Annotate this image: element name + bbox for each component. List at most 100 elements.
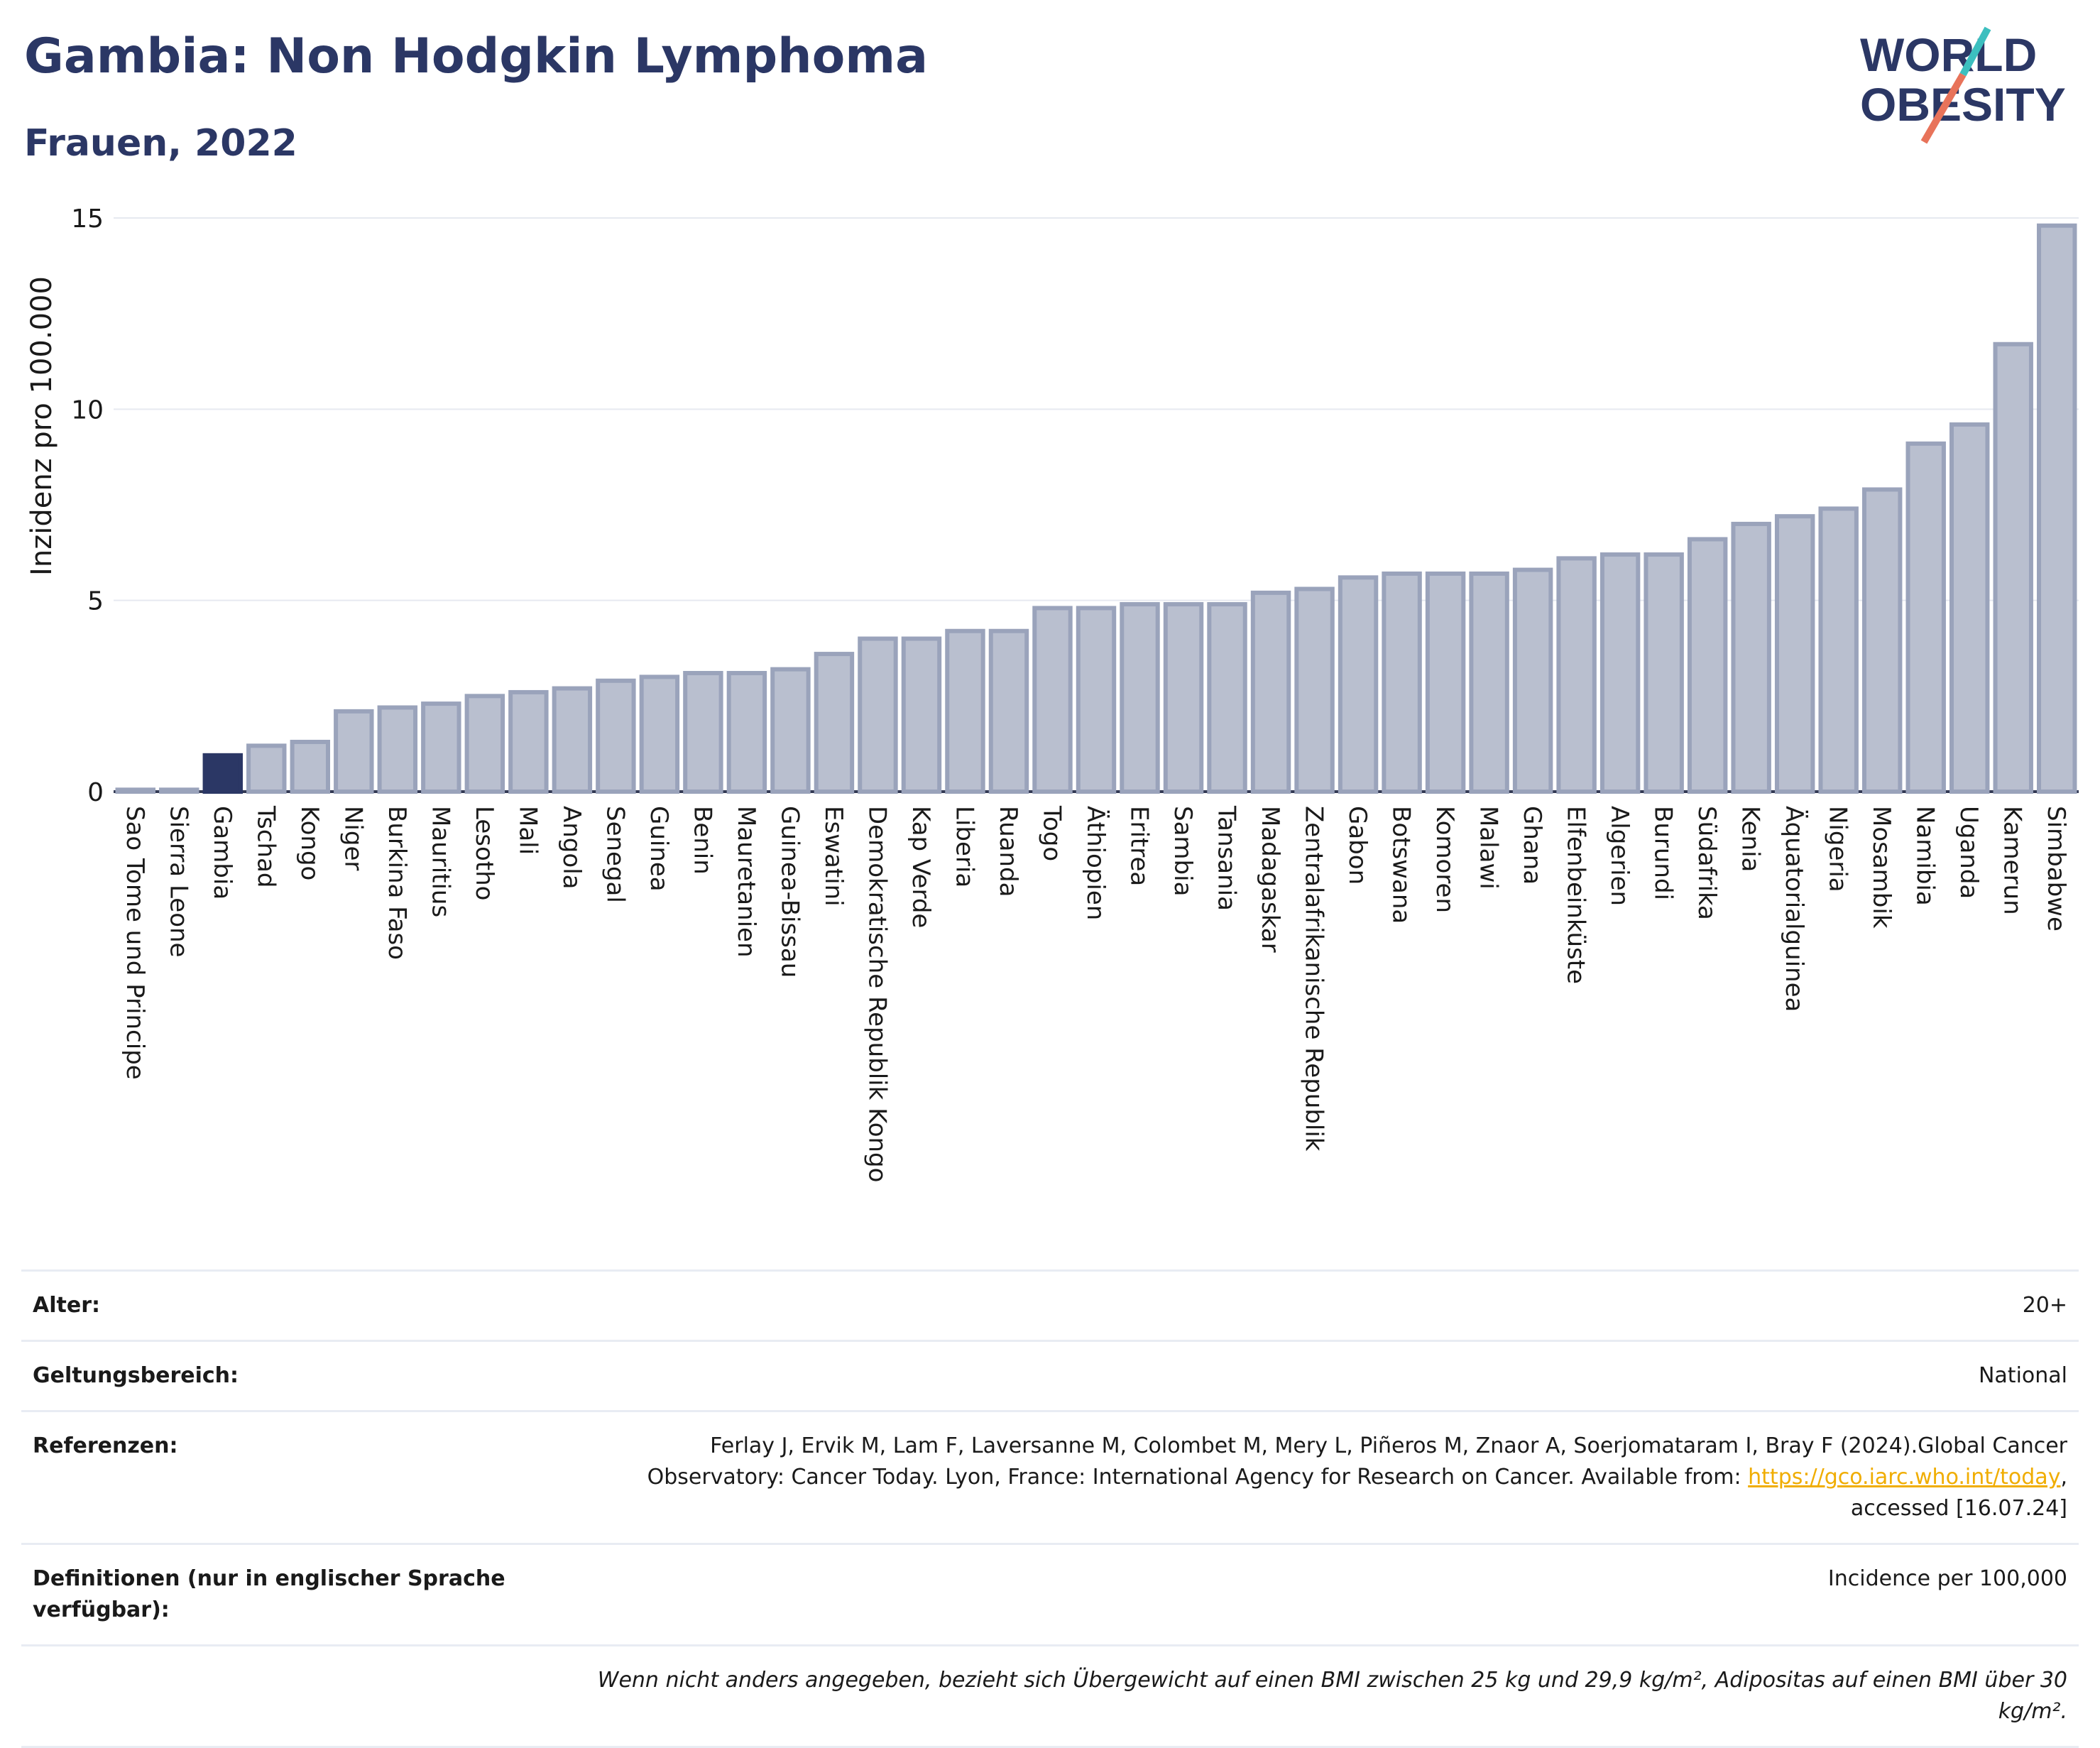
bar-mali (508, 689, 549, 794)
bar-togo (1032, 606, 1073, 794)
bar-nigeria (1818, 506, 1859, 794)
y-axis-label: Inzidenz pro 100.000 (26, 276, 58, 576)
x-tick-label: Mali (513, 806, 542, 855)
x-tick-label: Gabon (1343, 806, 1372, 885)
bar-ghana (1512, 567, 1553, 794)
bar-burundi (1644, 552, 1684, 794)
x-tick-label: Senegal (601, 806, 629, 903)
x-tick-label: Südafrika (1692, 806, 1721, 920)
y-tick-label: 15 (71, 204, 104, 234)
refs-after: , accessed [16.07.24] (1850, 1465, 2067, 1521)
meta-row-note: Wenn nicht anders angegeben, bezieht sic… (21, 1644, 2079, 1748)
x-tick-label: Malawi (1475, 806, 1503, 890)
bars (115, 223, 2077, 794)
logo-line2: OBESITY (1860, 78, 2066, 131)
meta-row-definitions: Definitionen (nur in englischer Sprache … (21, 1543, 2079, 1644)
chart-subtitle: Frauen, 2022 (24, 122, 297, 165)
x-tick-label: Mauretanien (732, 806, 760, 958)
x-tick-label: Ghana (1518, 806, 1546, 885)
logo-line1: WORLD (1860, 28, 2037, 81)
x-tick-label: Burkina Faso (383, 806, 411, 960)
x-tick-label: Guinea-Bissau (775, 806, 804, 978)
bar-kap-verde (901, 636, 942, 794)
y-tick-labels: 0 5 10 15 (71, 204, 104, 807)
x-tick-label: Kap Verde (907, 806, 935, 928)
bar-niger (334, 709, 374, 794)
world-obesity-logo: WORLD OBESITY (1860, 26, 2066, 144)
x-tick-label: Madagaskar (1256, 806, 1284, 953)
bar-demokratische-republik-kongo (858, 636, 898, 794)
meta-row-scope: Geltungsbereich: National (21, 1340, 2079, 1410)
bar-mauretanien (726, 671, 767, 794)
bar-südafrika (1687, 537, 1728, 794)
bar-gambia (202, 753, 243, 794)
bar-benin (683, 671, 723, 794)
x-tick-label: Elfenbeinküste (1562, 806, 1590, 984)
x-tick-label: Lesotho (470, 806, 498, 900)
logo-slash-teal (1959, 26, 1991, 77)
age-value: 20+ (2022, 1293, 2067, 1318)
refs-label: Referenzen: (33, 1433, 178, 1458)
bar-mauritius (421, 701, 461, 794)
bar-eritrea (1120, 602, 1160, 794)
bar-äquatorialguinea (1774, 514, 1815, 794)
bar-angola (552, 686, 593, 794)
bar-malawi (1469, 571, 1509, 794)
def-value: Incidence per 100,000 (1827, 1566, 2067, 1591)
age-label: Alter: (33, 1293, 100, 1318)
x-tick-label: Komoren (1431, 806, 1459, 913)
refs-text: Ferlay J, Ervik M, Lam F, Laversanne M, … (647, 1433, 2067, 1490)
y-tick-label: 10 (71, 395, 104, 425)
x-tick-label: Ruanda (994, 806, 1022, 897)
bar-kenia (1731, 521, 1771, 794)
x-tick-label: Eritrea (1125, 806, 1154, 886)
bar-uganda (1949, 422, 1990, 794)
x-tick-label: Demokratische Republik Kongo (863, 806, 891, 1182)
bar-elfenbeinküste (1556, 556, 1597, 794)
refs-value: Ferlay J, Ervik M, Lam F, Laversanne M, … (576, 1431, 2067, 1524)
x-tick-label: Zentralafrikanische Republik (1300, 806, 1328, 1152)
bar-gabon (1338, 575, 1379, 794)
bar-madagaskar (1250, 590, 1291, 794)
x-tick-label: Benin (688, 806, 716, 875)
x-tick-label: Äquatorialguinea (1780, 806, 1808, 1012)
bar-kamerun (1993, 342, 2033, 794)
x-tick-label: Liberia (950, 806, 978, 887)
bar-komoren (1425, 571, 1466, 794)
x-tick-label: Togo (1037, 805, 1066, 861)
x-tick-label: Guinea (645, 806, 673, 892)
x-tick-label: Kenia (1737, 806, 1765, 872)
x-tick-label: Gambia (208, 806, 236, 900)
x-tick-label: Tansania (1213, 805, 1241, 911)
refs-link[interactable]: https://gco.iarc.who.int/today (1748, 1465, 2061, 1490)
x-tick-label: Botswana (1387, 806, 1416, 924)
metadata-table: Alter: 20+ Geltungsbereich: National Ref… (21, 1269, 2079, 1748)
note-text: Wenn nicht anders angegeben, bezieht sic… (597, 1668, 2067, 1724)
meta-row-age: Alter: 20+ (21, 1269, 2079, 1340)
bar-liberia (945, 628, 985, 794)
x-tick-label: Uganda (1954, 806, 1983, 899)
bar-äthiopien (1076, 606, 1117, 794)
x-tick-label: Eswatini (819, 806, 848, 907)
chart-title: Gambia: Non Hodgkin Lymphoma (24, 28, 929, 84)
bar-zentralafrikanische-republik (1294, 586, 1335, 794)
x-tick-label: Niger (339, 806, 367, 870)
x-tick-label: Simbabwe (2042, 806, 2070, 932)
scope-label: Geltungsbereich: (33, 1363, 239, 1388)
bar-senegal (596, 678, 636, 794)
bar-chart: 0 5 10 15 Sao Tome und Principe Sierra Leone… (26, 204, 2079, 1182)
logo-slash-red (1920, 72, 1967, 144)
bar-namibia (1905, 441, 1946, 794)
bar-guinea-bissau (770, 667, 811, 794)
x-tick-labels: Sao Tome und Principe Sierra Leone Gambia T… (121, 805, 2070, 1182)
meta-row-references: Referenzen: Ferlay J, Ervik M, Lam F, La… (21, 1410, 2079, 1543)
bar-sao-tome-und-principe (115, 787, 155, 794)
x-tick-label: Burundi (1649, 806, 1678, 900)
y-tick-label: 0 (87, 778, 104, 807)
bar-algerien (1599, 552, 1641, 794)
bar-burkina-faso (377, 705, 418, 794)
scope-value: National (1978, 1363, 2067, 1388)
x-tick-label: Mosambik (1867, 806, 1896, 929)
bar-sierra-leone (159, 787, 199, 794)
x-tick-label: Kamerun (1998, 806, 2027, 915)
